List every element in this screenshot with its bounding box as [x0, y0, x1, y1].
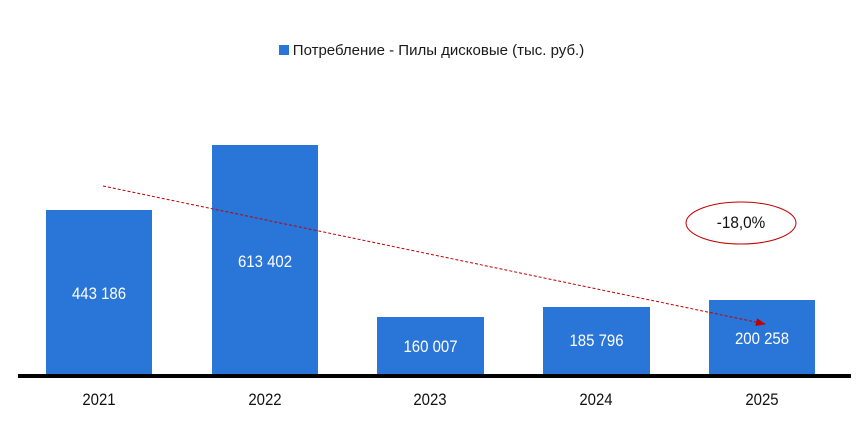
- bar-2023: 160 007: [377, 317, 484, 375]
- bar-value-label: 200 258: [734, 329, 790, 348]
- bar-value-label: 160 007: [403, 337, 458, 356]
- bar-2021: 443 186: [46, 210, 152, 375]
- bar-2025: 200 258: [709, 300, 815, 375]
- x-tick-2024: 2024: [579, 390, 613, 409]
- bar-value-label: 613 402: [237, 252, 293, 271]
- x-axis-line: [18, 374, 851, 378]
- legend-label: Потребление - Пилы дисковые (тыс. руб.): [292, 42, 585, 59]
- x-tick-2023: 2023: [413, 390, 447, 409]
- bar-2022: 613 402: [212, 145, 318, 375]
- bar-value-label: 185 796: [569, 331, 624, 350]
- legend-swatch: [278, 45, 289, 55]
- bar-2024: 185 796: [543, 307, 650, 375]
- callout-ellipse: [685, 201, 797, 245]
- trend-arrow: [102, 185, 766, 327]
- x-tick-2022: 2022: [248, 390, 282, 409]
- x-tick-2025: 2025: [745, 390, 779, 409]
- chart-legend: Потребление - Пилы дисковые (тыс. руб.): [0, 42, 863, 59]
- bar-value-label: 443 186: [71, 284, 127, 303]
- change-percentage: -18,0%: [716, 213, 766, 232]
- x-tick-2021: 2021: [82, 390, 116, 409]
